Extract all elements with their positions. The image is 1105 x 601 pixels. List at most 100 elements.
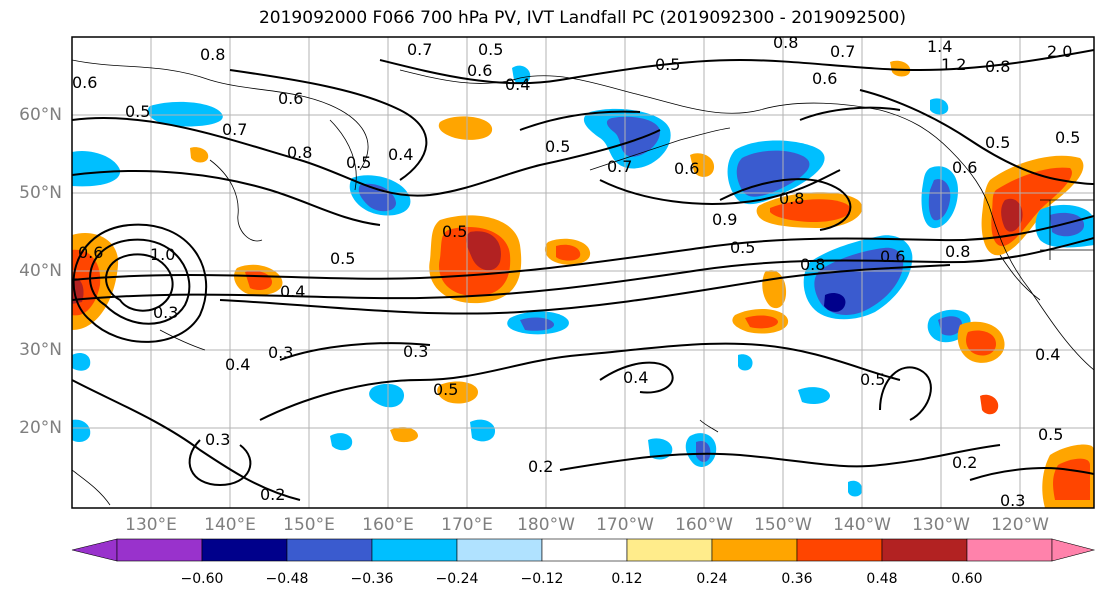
lon-label: 160°W	[675, 515, 733, 535]
contour-label: 0.5	[545, 137, 570, 156]
contour-label: 0.5	[860, 370, 885, 389]
contour-label: 0.4	[1035, 345, 1060, 364]
lat-label: 20°N	[19, 418, 62, 438]
colorbar-swatch	[116, 538, 203, 562]
colorbar-tick: −0.48	[265, 571, 309, 587]
contour-label: 0.8	[200, 45, 225, 64]
colorbar-swatch	[796, 538, 883, 562]
pv-contours	[72, 49, 1094, 501]
contour-label: 0.8	[800, 255, 825, 274]
colorbar-swatch	[286, 538, 373, 562]
lon-label: 180°W	[517, 515, 575, 535]
contour-label: 0.6	[72, 73, 97, 92]
contour-label: 0.2	[260, 485, 285, 504]
colorbar-swatch	[626, 538, 713, 562]
lon-label: 170°E	[441, 515, 493, 535]
contour-label: 0.2	[528, 457, 553, 476]
colorbar-swatch	[456, 538, 543, 562]
contour-label: 0.8	[287, 143, 312, 162]
lon-label: 130°E	[125, 515, 177, 535]
contour-label: 0.6	[812, 69, 837, 88]
colorbar-tick: 0.48	[866, 571, 898, 587]
colorbar-tick: 0.36	[781, 571, 813, 587]
contour-label: 0.4	[623, 368, 648, 387]
colorbar-swatch	[1051, 538, 1096, 562]
contour-label: 0.4	[388, 145, 413, 164]
contour-label: 0.6	[278, 89, 303, 108]
contour-label: 0.6	[952, 158, 977, 177]
colorbar-tick: −0.60	[180, 571, 224, 587]
lon-label: 140°E	[204, 515, 256, 535]
colorbar-tick: 0.60	[951, 571, 983, 587]
colorbar-swatch	[881, 538, 968, 562]
contour-label: 0.8	[945, 242, 970, 261]
contour-label: 0.3	[153, 303, 178, 322]
contour-label: 0.5	[1038, 425, 1063, 444]
contour-label: 0.4	[280, 282, 305, 301]
contour-label: 0.7	[607, 157, 632, 176]
lon-label: 150°E	[283, 515, 335, 535]
contour-label: 0.6	[880, 247, 905, 266]
contour-labels-group: 0.8 0.5 0.7 0.8 0.7 1.4 2.0 0.6 0.6 0.4 …	[72, 33, 1080, 510]
contour-label: 1.4	[927, 37, 952, 56]
contour-label: 1.2	[941, 55, 966, 74]
lon-label: 170°W	[596, 515, 654, 535]
contour-label: 0.5	[1055, 128, 1080, 147]
contour-label: 0.7	[407, 40, 432, 59]
contour-label: 0.5	[985, 133, 1010, 152]
coastlines	[72, 59, 1094, 506]
lon-label: 140°W	[833, 515, 891, 535]
gridlines	[72, 37, 1094, 508]
contour-label: 0.5	[442, 222, 467, 241]
colorbar-tick: 0.24	[696, 571, 728, 587]
contour-label: 0.5	[655, 55, 680, 74]
contour-label: 2.0	[1047, 42, 1072, 61]
shaded-anomalies	[72, 60, 1094, 508]
lat-label: 40°N	[19, 261, 62, 281]
contour-label: 0.6	[674, 159, 699, 178]
contour-label: 0.3	[403, 342, 428, 361]
contour-label: 0.8	[779, 189, 804, 208]
contour-label: 0.6	[78, 243, 103, 262]
lon-label: 130°W	[912, 515, 970, 535]
contour-label: 0.5	[730, 238, 755, 257]
contour-label: 0.3	[268, 343, 293, 362]
contour-label: 0.3	[1000, 491, 1025, 510]
colorbar-tick: −0.12	[520, 571, 564, 587]
contour-label: 0.9	[712, 210, 737, 229]
contour-label: 0.4	[225, 355, 250, 374]
contour-label: 0.8	[773, 33, 798, 52]
lat-label: 60°N	[19, 105, 62, 125]
plot-title: 2019092000 F066 700 hPa PV, IVT Landfall…	[258, 8, 906, 28]
contour-label: 0.7	[830, 42, 855, 61]
colorbar-swatch	[201, 538, 288, 562]
lon-label: 120°W	[991, 515, 1049, 535]
colorbar-tick: −0.24	[435, 571, 479, 587]
colorbar-swatch	[541, 538, 628, 562]
colorbar-tick: 0.12	[611, 571, 643, 587]
lon-label: 160°E	[362, 515, 414, 535]
contour-label: 0.5	[433, 380, 458, 399]
contour-label: 0.2	[952, 453, 977, 472]
lat-label: 50°N	[19, 183, 62, 203]
colorbar	[71, 538, 1096, 562]
contour-label: 0.8	[985, 57, 1010, 76]
contour-label: 0.7	[222, 120, 247, 139]
contour-label: 0.5	[330, 249, 355, 268]
colorbar-swatch	[966, 538, 1053, 562]
contour-label: 0.3	[205, 430, 230, 449]
contour-label: 0.5	[478, 40, 503, 59]
colorbar-tick: −0.36	[350, 571, 394, 587]
contour-label: 0.4	[505, 75, 530, 94]
colorbar-swatch	[711, 538, 798, 562]
colorbar-swatch	[71, 538, 118, 562]
colorbar-swatch	[371, 538, 458, 562]
contour-label: 0.6	[467, 61, 492, 80]
contour-label: 0.5	[125, 102, 150, 121]
lon-label: 150°W	[754, 515, 812, 535]
lat-label: 30°N	[19, 340, 62, 360]
map-frame	[71, 36, 1095, 509]
contour-label: 1.0	[150, 245, 175, 264]
contour-label: 0.5	[346, 153, 371, 172]
